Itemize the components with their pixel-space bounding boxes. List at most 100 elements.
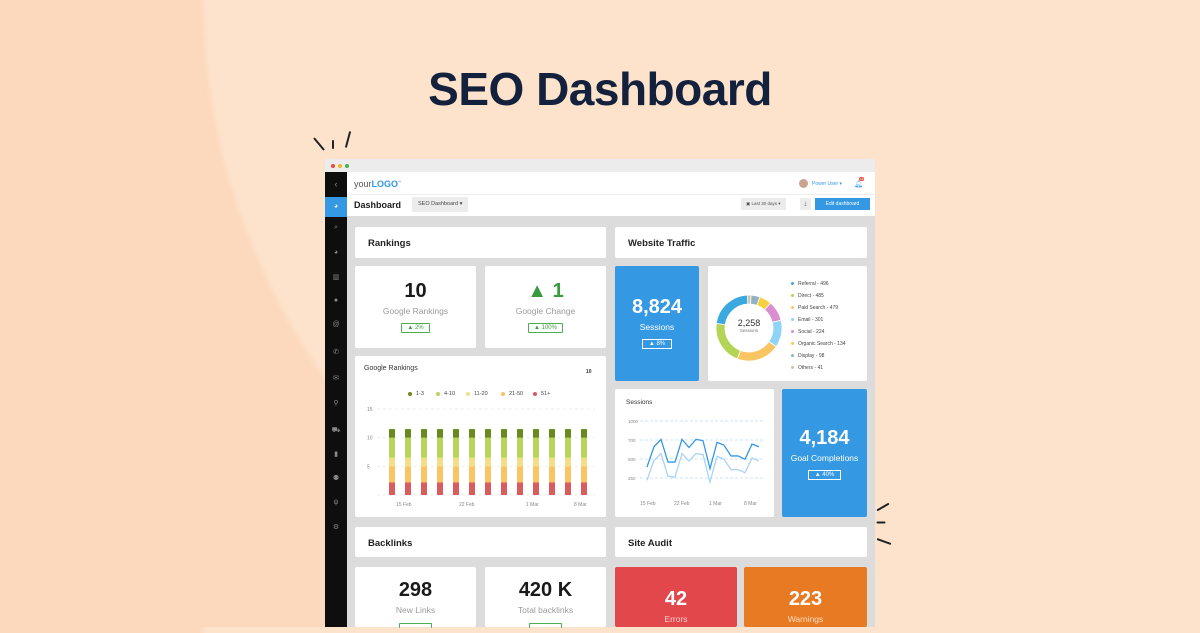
legend-item[interactable]: Social - 224 <box>791 329 824 335</box>
stat-label: Warnings <box>787 614 824 624</box>
bar-segment <box>533 466 539 483</box>
change-badge: ▲ 40% <box>807 470 842 480</box>
backlinks-header: Backlinks <box>355 527 606 557</box>
legend-label: Organic Search - 134 <box>798 341 846 347</box>
bar-segment <box>533 429 539 438</box>
legend-item[interactable]: 4-10 <box>436 391 455 397</box>
close-dot[interactable] <box>331 164 335 168</box>
donut-center-value: 2,258 <box>737 318 761 328</box>
bar-segment <box>565 466 571 483</box>
at-icon[interactable]: @ <box>332 321 340 328</box>
dashboard-select[interactable]: SEO Dashboard ▾ <box>412 197 469 212</box>
legend-swatch <box>501 391 505 396</box>
calendar-icon: ▣ <box>746 201 752 206</box>
bar-segment <box>421 429 427 438</box>
legend-item[interactable]: Email - 301 <box>791 317 823 323</box>
search-icon[interactable]: ⌕ <box>334 224 338 231</box>
bar-chart-icon[interactable]: ▥ <box>332 274 340 281</box>
bar-segment <box>501 437 507 458</box>
stat-value: 420 K <box>518 579 573 601</box>
plug-icon[interactable]: ψ <box>333 499 339 506</box>
new-links-card: 298 New Links <box>355 567 476 628</box>
bar-segment <box>565 437 571 458</box>
user-icon[interactable]: ⚉ <box>332 475 340 482</box>
section-title: Site Audit <box>628 538 672 549</box>
bar-segment <box>453 466 459 483</box>
location-icon[interactable]: ⚲ <box>333 400 339 407</box>
legend-item[interactable]: Others - 41 <box>791 365 823 371</box>
y-tick-label: 10 <box>367 436 373 442</box>
bar-segment <box>549 466 555 483</box>
phone-icon[interactable]: ✆ <box>333 349 339 356</box>
decoration-stroke <box>876 537 892 546</box>
bar-segment <box>549 457 555 467</box>
gear-icon[interactable]: ⚙ <box>332 524 340 531</box>
chat-icon[interactable]: ● <box>333 297 339 304</box>
section-title: Rankings <box>368 238 411 249</box>
change-badge: ▲ 2% <box>401 323 430 333</box>
bar-segment <box>421 437 427 458</box>
app-window: ‹ ◕ ⌕ ◕ ▥ ● @ ✆ ✉ ⚲ ⛟ ▮ ⚉ ψ ⚙ yourLOGO™ … <box>325 159 875 628</box>
legend-item[interactable]: Organic Search - 134 <box>791 341 846 347</box>
bar-segment <box>453 429 459 438</box>
legend-item[interactable]: 11-20 <box>466 391 488 397</box>
bar-segment <box>437 437 443 458</box>
series-line <box>646 452 760 485</box>
bar-segment <box>501 457 507 467</box>
google-change-card: ▲ 1 Google Change ▲ 100% <box>485 266 606 348</box>
legend-swatch <box>533 391 537 396</box>
bell-icon[interactable]: 🔔︎ <box>854 181 863 188</box>
dashboard-icon[interactable]: ◕ <box>325 197 347 217</box>
warnings-card[interactable]: 223 Warnings <box>744 567 867 627</box>
section-title: Website Traffic <box>628 238 696 249</box>
legend-item[interactable]: 51+ <box>533 391 550 397</box>
bar-segment <box>485 457 491 467</box>
total-backlinks-card: 420 K Total backlinks <box>485 567 606 628</box>
legend-label: 21-50 <box>509 391 524 397</box>
legend-item[interactable]: 21-50 <box>501 391 523 397</box>
bar-segment <box>565 482 571 495</box>
user-menu[interactable]: Power User ▾ <box>812 181 843 187</box>
legend-label: 4-10 <box>444 391 456 397</box>
cart-icon[interactable]: ⛟ <box>331 427 341 434</box>
x-tick-label: 1 Mar <box>709 501 722 507</box>
date-range-select[interactable]: ▣ Last 30 days ▾ <box>741 198 786 210</box>
download-icon[interactable]: ⤓ <box>800 198 811 210</box>
bar-segment <box>581 482 587 495</box>
legend-item[interactable]: Paid Search - 479 <box>791 305 838 311</box>
document-icon[interactable]: ▮ <box>334 451 338 458</box>
legend-item[interactable]: Display - 98 <box>791 353 824 359</box>
y-tick-label: 1000 <box>628 419 639 424</box>
legend-item[interactable]: 1-3 <box>408 391 424 397</box>
bar-segment <box>581 437 587 458</box>
bar-segment <box>517 429 523 438</box>
stat-value: 4,184 <box>799 427 850 449</box>
edit-dashboard-button[interactable]: Edit dashboard <box>815 198 870 210</box>
stat-label: Errors <box>664 614 688 624</box>
stat-label: Sessions <box>639 322 675 332</box>
y-tick-label: 250 <box>628 476 636 481</box>
bar-segment <box>437 482 443 495</box>
errors-card[interactable]: 42 Errors <box>615 567 737 627</box>
change-badge <box>399 623 432 628</box>
bar-segment <box>549 482 555 495</box>
legend-item[interactable]: Referral - 496 <box>791 281 829 287</box>
bar-segment <box>549 429 555 438</box>
bar-segment <box>405 457 411 467</box>
logo-tm: ™ <box>398 180 402 184</box>
legend-item[interactable]: Direct - 485 <box>791 293 824 299</box>
back-icon[interactable]: ‹ <box>334 179 338 189</box>
logo[interactable]: yourLOGO™ <box>354 179 401 189</box>
legend-label: 1-3 <box>416 391 424 397</box>
pie-chart-icon[interactable]: ◕ <box>333 249 339 256</box>
stat-label: Google Change <box>515 306 576 316</box>
maximize-dot[interactable] <box>345 164 349 168</box>
bar-segment <box>437 457 443 467</box>
mail-icon[interactable]: ✉ <box>333 375 339 382</box>
legend-label: Referral - 496 <box>798 281 829 287</box>
series-line <box>646 438 760 472</box>
minimize-dot[interactable] <box>338 164 342 168</box>
avatar[interactable] <box>799 179 808 188</box>
legend-label: Email - 301 <box>798 317 824 323</box>
subheader: Dashboard SEO Dashboard ▾ ▣ Last 30 days… <box>347 195 875 216</box>
